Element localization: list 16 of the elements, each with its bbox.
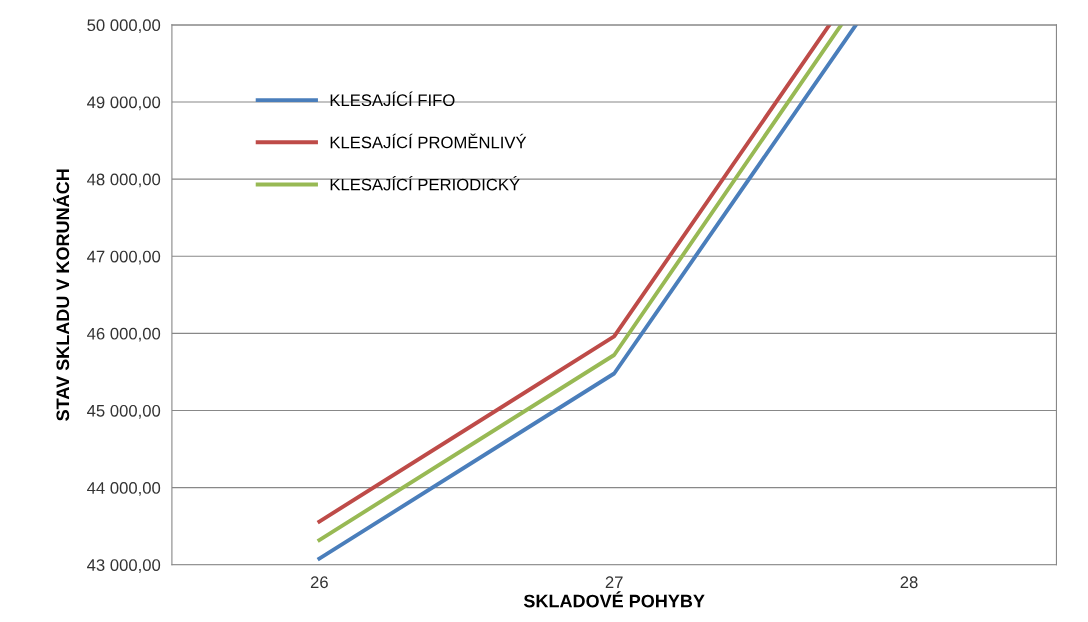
x-axis-title: SKLADOVÉ POHYBY [523,591,705,608]
y-tick-label: 44 000,00 [87,482,161,496]
y-tick-label: 45 000,00 [87,404,161,419]
legend-label: KLESAJÍCÍ PERIODICKÝ [330,175,520,191]
y-axis-title: STAV SKLADU V KORUNÁCH [53,169,70,421]
x-tick-label: 28 [900,576,918,589]
legend-label: KLESAJÍCÍ PROMĚNLIVÝ [330,133,527,149]
y-tick-label: 43 000,00 [87,559,161,573]
legend-label: KLESAJÍCÍ FIFO [330,91,455,107]
x-tick-label: 26 [310,576,328,589]
y-tick-label: 48 000,00 [87,173,161,188]
y-tick-label: 49 000,00 [87,96,161,111]
y-tick-label: 47 000,00 [87,250,161,265]
y-tick-label: 50 000,00 [87,19,161,34]
y-tick-label: 46 000,00 [87,327,161,342]
x-tick-label: 27 [605,576,623,588]
